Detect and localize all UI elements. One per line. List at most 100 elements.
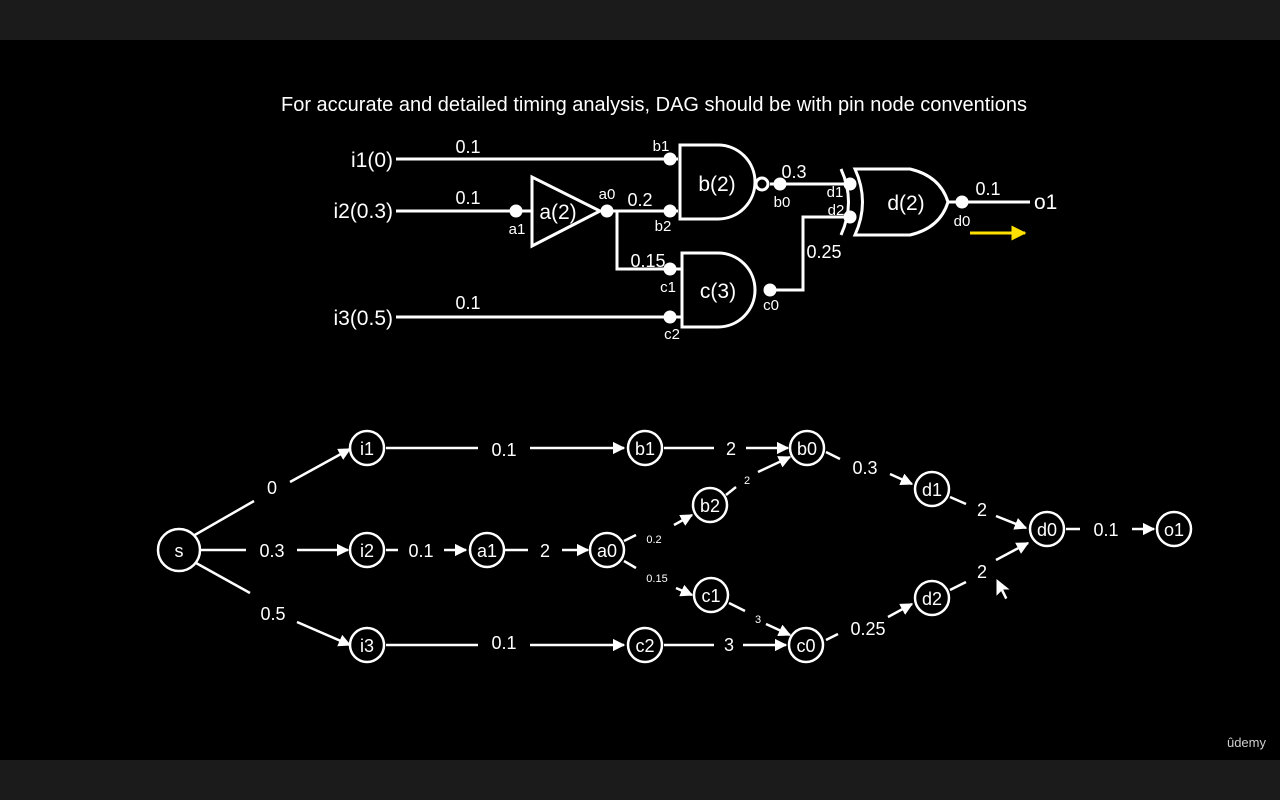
dag-node-b1: b1 xyxy=(626,429,664,467)
buffer-gate-a xyxy=(530,174,604,249)
pin-label-d1: d1 xyxy=(827,184,844,201)
pin-label-c0: c0 xyxy=(763,297,779,314)
edge-c0-d2-seg1 xyxy=(825,632,839,642)
delay-i3-c2: 0.1 xyxy=(455,293,480,313)
edge-c0-d2-seg2 xyxy=(887,602,914,619)
dag-node-d2: d2 xyxy=(913,579,951,617)
input-label-i3: i3(0.5) xyxy=(333,307,393,330)
gate-label-c: c(3) xyxy=(700,280,736,303)
edge-d1-d0-seg2 xyxy=(995,514,1028,530)
edge-d1-d0-seg1 xyxy=(949,495,967,506)
edge-d2-d0-seg1 xyxy=(949,580,967,592)
dag-node-a1: a1 xyxy=(468,531,506,569)
dag-node-a0: a0 xyxy=(588,531,626,569)
dag-node-c0: c0 xyxy=(787,626,825,664)
pin-label-b0: b0 xyxy=(774,194,791,211)
edge-d2-d0-seg2 xyxy=(995,541,1030,562)
dag-node-c2: c2 xyxy=(626,626,664,664)
edge-a0-b2-seg1 xyxy=(623,533,637,543)
dag-node-label-i3: i3 xyxy=(360,636,374,656)
udemy-watermark: ûdemy xyxy=(1226,735,1266,750)
delay-b0-d1: 0.3 xyxy=(781,162,806,182)
dag-node-label-d1: d1 xyxy=(922,480,942,500)
edge-b0-d1-seg1 xyxy=(825,450,841,461)
timing-dag: 0 0.3 0.5 0.1 0.1 0.1 2 0.2 0.15 2 2 3 3… xyxy=(156,429,1193,664)
edge-label-c0-d2: 0.25 xyxy=(850,619,885,639)
edge-a0-b2-seg2 xyxy=(673,513,694,527)
edge-b0-d1-seg2 xyxy=(889,472,914,486)
gate-label-a: a(2) xyxy=(539,201,576,224)
delay-d0-o1: 0.1 xyxy=(975,179,1000,199)
edge-b2-b0-seg2 xyxy=(757,455,792,474)
edge-s-i1-seg2 xyxy=(289,447,352,484)
pin-dot-c2 xyxy=(663,310,677,324)
dag-node-label-o1: o1 xyxy=(1164,520,1184,540)
edge-label-i3-c2: 0.1 xyxy=(491,633,516,653)
dag-node-label-b1: b1 xyxy=(635,439,655,459)
pin-dot-d0 xyxy=(955,195,969,209)
edge-label-a0-b2: 0.2 xyxy=(646,534,661,546)
circuit-schematic: i1(0) i2(0.3) i3(0.5) a(2) b(2) c(3) d(2… xyxy=(333,137,1057,343)
pin-dot-c0 xyxy=(763,283,777,297)
pin-dot-b0 xyxy=(773,177,787,191)
edge-a0-c1-seg2 xyxy=(675,584,694,597)
edge-label-d0-o1: 0.1 xyxy=(1093,520,1118,540)
dag-node-c1: c1 xyxy=(692,576,730,614)
pin-label-c1: c1 xyxy=(660,279,676,296)
nand-bubble xyxy=(754,176,770,192)
or-gate-d xyxy=(852,167,950,237)
wire-a0-c1 xyxy=(615,211,682,271)
dag-node-b2: b2 xyxy=(691,486,729,524)
edge-label-d1-d0: 2 xyxy=(977,500,987,520)
pin-label-d0: d0 xyxy=(954,213,971,230)
pin-dot-b1 xyxy=(663,152,677,166)
edge-label-i1-b1: 0.1 xyxy=(491,440,516,460)
pin-dot-a0 xyxy=(600,204,614,218)
edge-a0-c1-seg1 xyxy=(623,559,637,570)
wire-c0-d2 xyxy=(770,215,850,292)
pin-label-b2: b2 xyxy=(655,218,672,235)
dag-node-label-i1: i1 xyxy=(360,439,374,459)
dag-node-label-c1: c1 xyxy=(701,586,720,606)
dag-node-label-d2: d2 xyxy=(922,589,942,609)
dag-node-label-a0: a0 xyxy=(597,541,617,561)
delay-a0-c1: 0.15 xyxy=(630,251,665,271)
edge-label-s-i1: 0 xyxy=(267,478,277,498)
pin-dot-b2 xyxy=(663,204,677,218)
edge-s-i3-seg1 xyxy=(195,561,251,595)
dag-node-b0: b0 xyxy=(788,429,826,467)
pin-dot-d2 xyxy=(843,210,857,224)
pin-dot-a1 xyxy=(509,204,523,218)
dag-node-i2: i2 xyxy=(348,531,386,569)
delay-c0-d2: 0.25 xyxy=(806,242,841,262)
dag-node-label-c0: c0 xyxy=(796,636,815,656)
pin-label-d2: d2 xyxy=(828,202,845,219)
edge-label-b1-b0: 2 xyxy=(726,439,736,459)
edge-label-i2-a1: 0.1 xyxy=(408,541,433,561)
delay-i2-a1: 0.1 xyxy=(455,188,480,208)
edge-c1-c0-seg1 xyxy=(728,601,746,613)
delay-i1-b1: 0.1 xyxy=(455,137,480,157)
edge-s-i1-seg1 xyxy=(192,499,255,538)
dag-node-label-s: s xyxy=(175,541,184,561)
and-gate-c xyxy=(680,251,757,329)
edge-b2-b0-seg1 xyxy=(725,486,737,496)
gate-label-b: b(2) xyxy=(698,173,735,196)
dag-node-label-b2: b2 xyxy=(700,496,720,516)
pin-label-a0: a0 xyxy=(599,186,616,203)
edge-label-d2-d0: 2 xyxy=(977,562,987,582)
pin-dot-c1 xyxy=(663,262,677,276)
mouse-cursor-icon xyxy=(995,576,1013,601)
delay-a0-b2: 0.2 xyxy=(627,190,652,210)
input-label-i1: i1(0) xyxy=(351,149,393,172)
dag-node-label-c2: c2 xyxy=(635,636,654,656)
edge-label-b0-d1: 0.3 xyxy=(852,458,877,478)
gate-label-d: d(2) xyxy=(887,192,924,215)
edge-c1-c0-seg2 xyxy=(765,622,792,637)
edge-label-s-i3: 0.5 xyxy=(260,604,285,624)
dag-node-d1: d1 xyxy=(913,470,951,508)
dag-node-i3: i3 xyxy=(348,626,386,664)
dag-node-o1: o1 xyxy=(1155,510,1193,548)
pin-label-c2: c2 xyxy=(664,326,680,343)
